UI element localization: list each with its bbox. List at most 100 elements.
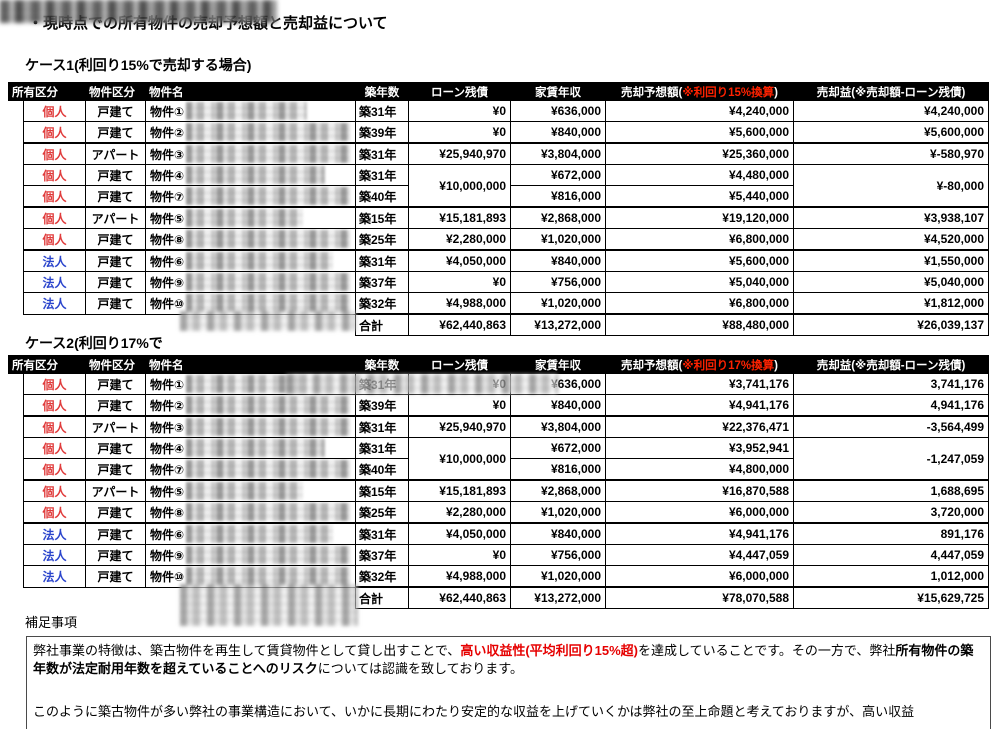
redaction-blur bbox=[180, 311, 356, 331]
spacer-cell bbox=[8, 544, 24, 566]
redaction-blur bbox=[186, 166, 325, 184]
category-cell: 戸建て bbox=[85, 100, 146, 122]
profit-cell: ¥4,240,000 bbox=[793, 100, 989, 122]
owner-cell: 個人 bbox=[23, 415, 86, 438]
property-name-cell: 物件⑥ bbox=[145, 249, 356, 272]
rent-cell: ¥840,000 bbox=[510, 121, 606, 144]
category-cell: 戸建て bbox=[85, 121, 146, 144]
property-name-cell: 物件⑧ bbox=[145, 501, 356, 524]
loan-cell: ¥25,940,970 bbox=[408, 142, 511, 165]
header-category: 物件区分 bbox=[85, 355, 146, 374]
redaction-blur bbox=[186, 503, 350, 521]
loan-cell: ¥15,181,893 bbox=[408, 479, 511, 502]
property-name: 物件④ bbox=[150, 441, 185, 456]
owner-cell: 法人 bbox=[23, 292, 86, 315]
age-cell: 築37年 bbox=[355, 271, 409, 293]
property-name: 物件③ bbox=[150, 420, 185, 435]
sale-cell: ¥19,120,000 bbox=[605, 206, 794, 229]
age-cell: 築37年 bbox=[355, 544, 409, 566]
redaction-blur bbox=[186, 145, 350, 163]
property-name-cell: 物件⑦ bbox=[145, 458, 356, 481]
sale-cell: ¥4,941,176 bbox=[605, 522, 794, 545]
sale-cell: ¥6,000,000 bbox=[605, 565, 794, 588]
property-name: 物件⑤ bbox=[150, 484, 185, 499]
category-cell: 戸建て bbox=[85, 394, 146, 417]
owner-cell: 法人 bbox=[23, 544, 86, 566]
notes-text: 弊社事業の特徴は、築古物件を再生して賃貸物件として貸し出すことで、 bbox=[33, 643, 461, 658]
table-row: 個人 戸建て 物件① 築31年 ¥0 ¥636,000 ¥4,240,000 ¥… bbox=[8, 100, 989, 122]
redaction-blur bbox=[186, 439, 325, 457]
age-cell: 築31年 bbox=[355, 415, 409, 438]
loan-cell: ¥2,280,000 bbox=[408, 501, 511, 524]
header-profit: 売却益(※売却額-ローン残債) bbox=[793, 355, 989, 374]
header-age: 築年数 bbox=[355, 355, 409, 374]
notes-heading: 補足事項 bbox=[25, 615, 78, 630]
profit-cell: 4,447,059 bbox=[793, 544, 989, 566]
header-rent: 家賃年収 bbox=[510, 355, 606, 374]
sale-cell: ¥5,600,000 bbox=[605, 249, 794, 272]
profit-cell-merged: -1,247,059 bbox=[793, 437, 989, 481]
table-row: 個人 戸建て 物件④ 築31年 ¥10,000,000 ¥672,000 ¥3,… bbox=[8, 437, 989, 481]
header-name: 物件名 bbox=[145, 355, 356, 374]
header-age: 築年数 bbox=[355, 82, 409, 101]
table-row: 法人 戸建て 物件⑥ 築31年 ¥4,050,000 ¥840,000 ¥5,6… bbox=[8, 249, 989, 272]
notes-paragraph-2: このように築古物件が多い弊社の事業構造において、いかに長期にわたり安定的な収益を… bbox=[33, 704, 915, 719]
property-name-cell: 物件⑩ bbox=[145, 292, 356, 315]
header-loan: ローン残債 bbox=[408, 82, 511, 101]
spacer-cell bbox=[8, 458, 24, 480]
header-sale-suffix: ) bbox=[774, 86, 778, 99]
total-loan: ¥62,440,863 bbox=[408, 313, 511, 336]
property-name-cell: 物件⑧ bbox=[145, 228, 356, 251]
header-sale-prefix: 売却予想額( bbox=[621, 359, 683, 372]
sale-cell: ¥3,741,176 bbox=[605, 373, 794, 395]
age-cell: 築31年 bbox=[355, 522, 409, 545]
category-cell: アパート bbox=[85, 206, 146, 229]
header-category: 物件区分 bbox=[85, 82, 146, 101]
loan-cell: ¥0 bbox=[408, 121, 511, 144]
loan-cell: ¥0 bbox=[408, 271, 511, 293]
table-row: 法人 戸建て 物件⑨ 築37年 ¥0 ¥756,000 ¥4,447,059 4… bbox=[8, 544, 989, 566]
total-label: 合計 bbox=[355, 313, 409, 336]
property-name: 物件⑦ bbox=[150, 189, 185, 204]
profit-cell: 891,176 bbox=[793, 522, 989, 545]
spacer-cell bbox=[8, 164, 24, 186]
notes-highlight-red: 高い収益性(平均利回り15%超) bbox=[460, 643, 638, 658]
property-name-cell: 物件④ bbox=[145, 437, 356, 459]
notes-text: については認識を致しております。 bbox=[317, 660, 523, 676]
loan-cell-merged: ¥10,000,000 bbox=[408, 164, 511, 208]
sale-cell: ¥6,000,000 bbox=[605, 501, 794, 524]
spacer-cell bbox=[8, 292, 24, 314]
sale-cell: ¥22,376,471 bbox=[605, 415, 794, 438]
owner-cell: 法人 bbox=[23, 522, 86, 545]
property-name: 物件⑧ bbox=[150, 505, 185, 520]
owner-cell: 個人 bbox=[23, 121, 86, 144]
redaction-blur bbox=[186, 209, 303, 227]
redaction-blur bbox=[0, 0, 277, 23]
sale-cell: ¥16,870,588 bbox=[605, 479, 794, 502]
profit-cell: ¥5,040,000 bbox=[793, 271, 989, 293]
loan-cell: ¥2,280,000 bbox=[408, 228, 511, 251]
owner-cell: 個人 bbox=[23, 373, 86, 395]
age-cell: 築39年 bbox=[355, 121, 409, 144]
redaction-blur bbox=[180, 584, 358, 626]
age-cell: 築40年 bbox=[355, 458, 409, 481]
category-cell: 戸建て bbox=[85, 249, 146, 272]
table-row: 個人 戸建て 物件④ 築31年 ¥10,000,000 ¥672,000 ¥4,… bbox=[8, 164, 989, 208]
redaction-blur bbox=[186, 482, 303, 500]
category-cell: アパート bbox=[85, 479, 146, 502]
case1-table: 所有区分 物件区分 物件名 築年数 ローン残債 家賃年収 売却予想額(※利回り1… bbox=[8, 82, 989, 336]
category-cell: 戸建て bbox=[85, 437, 146, 459]
loan-cell: ¥4,988,000 bbox=[408, 292, 511, 315]
loan-cell: ¥4,988,000 bbox=[408, 565, 511, 588]
rent-cell: ¥1,020,000 bbox=[510, 292, 606, 315]
category-cell: 戸建て bbox=[85, 565, 146, 588]
rent-cell: ¥756,000 bbox=[510, 271, 606, 293]
profit-cell: 1,012,000 bbox=[793, 565, 989, 588]
property-name-cell: 物件⑨ bbox=[145, 271, 356, 293]
header-sale: 売却予想額(※利回り15%換算) bbox=[605, 82, 794, 101]
rent-cell: ¥756,000 bbox=[510, 544, 606, 566]
sale-cell: ¥6,800,000 bbox=[605, 292, 794, 315]
redaction-blur bbox=[186, 252, 333, 270]
owner-cell: 個人 bbox=[23, 458, 86, 481]
